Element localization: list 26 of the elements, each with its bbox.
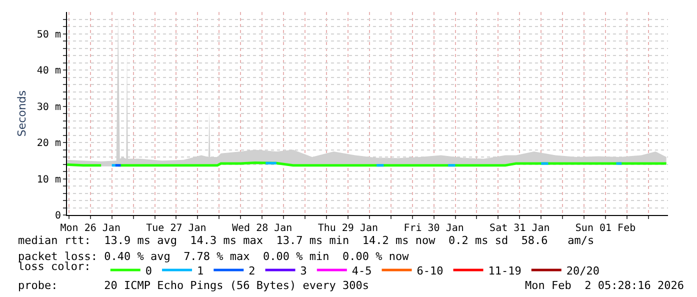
x-tick-label: Tue 27 Jan [146,223,206,234]
x-tick-label: Thu 29 Jan [318,223,378,234]
legend-label: 1 [197,264,204,278]
text: probe: 20 ICMP Echo Pings (56 Bytes) every 300s [18,279,369,292]
legend-label: 6-10 [416,264,444,278]
x-tick-label: Fri 30 Jan [404,223,464,234]
y-tick-label: 20 m [36,138,61,149]
y-tick-label: 50 m [36,29,61,40]
y-tick-label: 0 [54,210,61,222]
y-tick-label: 10 m [36,174,61,186]
x-tick-label: Wed 28 Jan [232,223,292,234]
text: median rtt: 13.9 ms avg 14.3 ms max 13.7 ms min 14.2 ms now 0.2 ms sd 58.6 am/s [18,234,594,247]
x-tick-label: Mon 26 Jan [60,223,120,234]
y-tick-label: 40 m [36,66,61,76]
text: packet loss: 0.40 % avg 7.78 % max 0.00 % min 0.00 % now [18,250,410,263]
legend-label: 0 [145,264,152,278]
text: Mon Feb 2 05:28:16 2026 [525,279,684,292]
legend-label: 20/20 [566,264,600,278]
x-tick-label: Sat 31 Jan [490,223,550,234]
legend-label: 4-5 [352,264,372,278]
y-tick-label: 30 m [36,102,61,113]
x-tick-label: Sun 01 Feb [575,223,636,234]
legend-label: 11-19 [488,264,522,278]
legend-label: 3 [300,264,307,278]
y-axis-title: Seconds [16,90,29,137]
legend-label: 2 [248,264,256,278]
